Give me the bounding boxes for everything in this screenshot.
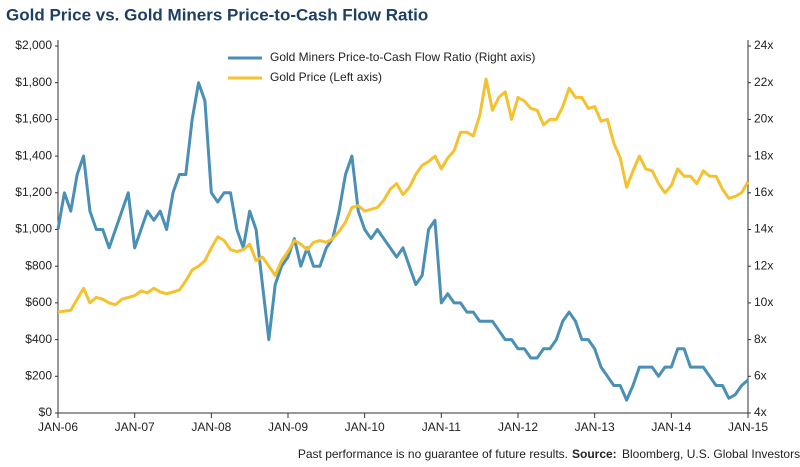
y2-tick-label: 14x (754, 222, 773, 236)
x-tick-label: JAN-15 (728, 420, 768, 434)
x-tick-label: JAN-14 (651, 420, 691, 434)
y2-tick-label: 10x (754, 295, 773, 309)
y2-tick-label: 20x (754, 112, 773, 126)
series-line (56, 81, 749, 402)
y-tick-label: $200 (25, 368, 52, 382)
y2-tick-label: 24x (754, 38, 773, 52)
y2-tick-label: 18x (754, 148, 773, 162)
y2-tick-label: 16x (754, 185, 773, 199)
y-tick-label: $0 (39, 405, 53, 419)
y2-tick-label: 8x (754, 332, 767, 346)
x-tick-label: JAN-08 (191, 420, 231, 434)
y-tick-label: $1,200 (15, 185, 52, 199)
chart-title: Gold Price vs. Gold Miners Price-to-Cash… (6, 5, 428, 24)
y2-tick-label: 4x (754, 405, 767, 419)
x-tick-label: JAN-13 (575, 420, 615, 434)
y-tick-label: $600 (25, 295, 52, 309)
x-tick-label: JAN-10 (345, 420, 385, 434)
source: Bloomberg, U.S. Global Investors (622, 447, 800, 461)
legend-label: Gold Price (Left axis) (270, 70, 382, 84)
y2-tick-label: 6x (754, 368, 767, 382)
x-tick-label: JAN-09 (268, 420, 308, 434)
y-tick-label: $800 (25, 258, 52, 272)
y-tick-label: $2,000 (15, 38, 52, 52)
x-tick-label: JAN-12 (498, 420, 538, 434)
y2-tick-label: 22x (754, 75, 773, 89)
footnote: Past performance is no guarantee of futu… (298, 447, 568, 461)
x-tick-label: JAN-06 (38, 420, 78, 434)
x-tick-label: JAN-07 (115, 420, 155, 434)
y-tick-label: $400 (25, 332, 52, 346)
y-tick-label: $1,400 (15, 148, 52, 162)
x-tick-label: JAN-11 (422, 420, 461, 434)
y-tick-label: $1,800 (15, 75, 52, 89)
source-label: Source: (572, 447, 617, 461)
legend-label: Gold Miners Price-to-Cash Flow Ratio (Ri… (270, 50, 535, 64)
y-tick-label: $1,600 (15, 112, 52, 126)
y2-tick-label: 12x (754, 258, 773, 272)
y-tick-label: $1,000 (15, 222, 52, 236)
series-line (57, 77, 750, 314)
